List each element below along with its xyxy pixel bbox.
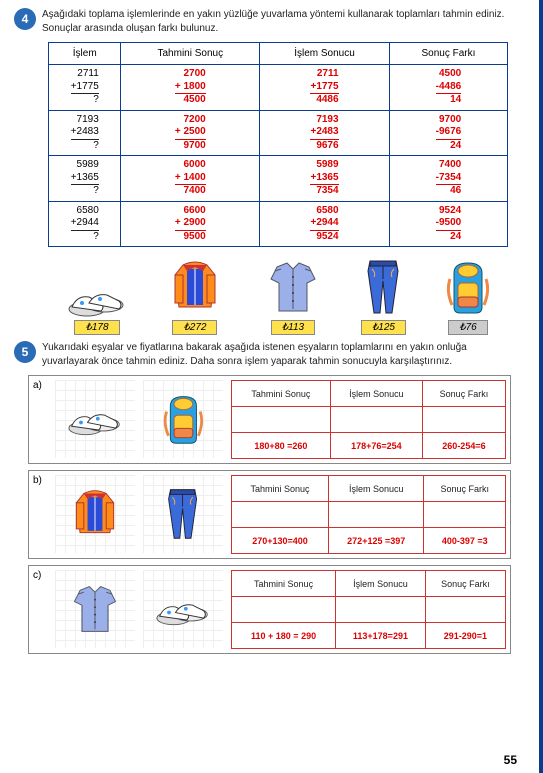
table-cell: 2700+ 18004500 bbox=[121, 65, 260, 111]
answer-table: Tahmini Sonuçİşlem SonucuSonuç Farkı 180… bbox=[231, 380, 506, 459]
mini-header: Tahmini Sonuç bbox=[232, 571, 336, 597]
mini-header: Tahmini Sonuç bbox=[232, 381, 331, 407]
table-cell: 5989+13657354 bbox=[260, 156, 390, 202]
actual-cell: 272+125 =397 bbox=[328, 528, 424, 554]
item-shirt: ₺113 bbox=[263, 257, 323, 335]
mini-header: İşlem Sonucu bbox=[330, 381, 422, 407]
actual-cell: 113+178=291 bbox=[336, 623, 426, 649]
item-image-1 bbox=[55, 475, 135, 553]
sub-label: a) bbox=[33, 380, 47, 459]
answer-table: Tahmini Sonuçİşlem SonucuSonuç Farkı 110… bbox=[231, 570, 506, 649]
price-tag: ₺125 bbox=[361, 320, 406, 335]
table-cell: 4500-448614 bbox=[389, 65, 507, 111]
sub-label: c) bbox=[33, 570, 47, 649]
page-number: 55 bbox=[504, 753, 517, 767]
table-cell: 2711+1775? bbox=[49, 65, 121, 111]
table-cell: 6000+ 14007400 bbox=[121, 156, 260, 202]
estimate-cell: 270+130=400 bbox=[232, 528, 329, 554]
diff-cell: 400-397 =3 bbox=[424, 528, 506, 554]
item-jeans: ₺125 bbox=[361, 257, 406, 335]
sub-question: c) Tahmini Sonuçİşlem SonucuSonuç Farkı … bbox=[28, 565, 511, 654]
table-header: Tahmini Sonuç bbox=[121, 43, 260, 65]
mini-header: Tahmini Sonuç bbox=[232, 476, 329, 502]
price-tag: ₺178 bbox=[74, 320, 119, 335]
table-header: İşlem Sonucu bbox=[260, 43, 390, 65]
item-image-2 bbox=[143, 570, 223, 648]
table-header: Sonuç Farkı bbox=[389, 43, 507, 65]
table-cell: 7200+ 25009700 bbox=[121, 110, 260, 156]
table-cell: 6600+ 29009500 bbox=[121, 201, 260, 247]
estimate-cell: 110 + 180 = 290 bbox=[232, 623, 336, 649]
item-shoes: ₺178 bbox=[67, 281, 127, 335]
diff-cell: 291-290=1 bbox=[425, 623, 505, 649]
question-5-text: Yukarıdaki eşyalar ve fiyatlarına bakara… bbox=[42, 341, 521, 369]
price-tag: ₺76 bbox=[448, 320, 488, 335]
mini-header: Sonuç Farkı bbox=[425, 571, 505, 597]
item-image-1 bbox=[55, 380, 135, 458]
item-jacket: ₺272 bbox=[165, 257, 225, 335]
mini-header: İşlem Sonucu bbox=[336, 571, 426, 597]
table-cell: 9700-967624 bbox=[389, 110, 507, 156]
actual-cell: 178+76=254 bbox=[330, 433, 422, 459]
table-cell: 5989+1365? bbox=[49, 156, 121, 202]
answer-table: Tahmini Sonuçİşlem SonucuSonuç Farkı 270… bbox=[231, 475, 506, 554]
estimation-table: İşlemTahmini Sonuçİşlem SonucuSonuç Fark… bbox=[48, 42, 508, 247]
table-cell: 6580+2944? bbox=[49, 201, 121, 247]
item-backpack: ₺76 bbox=[444, 257, 492, 335]
question-number-4: 4 bbox=[14, 8, 36, 30]
table-cell: 7400-735446 bbox=[389, 156, 507, 202]
item-image-2 bbox=[143, 380, 223, 458]
table-cell: 6580+29449524 bbox=[260, 201, 390, 247]
item-image-1 bbox=[55, 570, 135, 648]
question-4-text: Aşağıdaki toplama işlemlerinde en yakın … bbox=[42, 8, 521, 36]
table-header: İşlem bbox=[49, 43, 121, 65]
sub-question: b) Tahmini Sonuçİşlem SonucuSonuç Farkı … bbox=[28, 470, 511, 559]
items-row: ₺178 ₺272 ₺113 ₺125 ₺76 bbox=[48, 257, 511, 335]
mini-header: İşlem Sonucu bbox=[328, 476, 424, 502]
mini-header: Sonuç Farkı bbox=[424, 476, 506, 502]
price-tag: ₺113 bbox=[271, 320, 315, 335]
table-cell: 7193+2483? bbox=[49, 110, 121, 156]
question-number-5: 5 bbox=[14, 341, 36, 363]
item-image-2 bbox=[143, 475, 223, 553]
mini-header: Sonuç Farkı bbox=[422, 381, 505, 407]
price-tag: ₺272 bbox=[172, 320, 217, 335]
sub-label: b) bbox=[33, 475, 47, 554]
table-cell: 9524-950024 bbox=[389, 201, 507, 247]
diff-cell: 260-254=6 bbox=[422, 433, 505, 459]
sub-question: a) Tahmini Sonuçİşlem SonucuSonuç Farkı … bbox=[28, 375, 511, 464]
estimate-cell: 180+80 =260 bbox=[232, 433, 331, 459]
table-cell: 7193+24839676 bbox=[260, 110, 390, 156]
table-cell: 2711+17754486 bbox=[260, 65, 390, 111]
